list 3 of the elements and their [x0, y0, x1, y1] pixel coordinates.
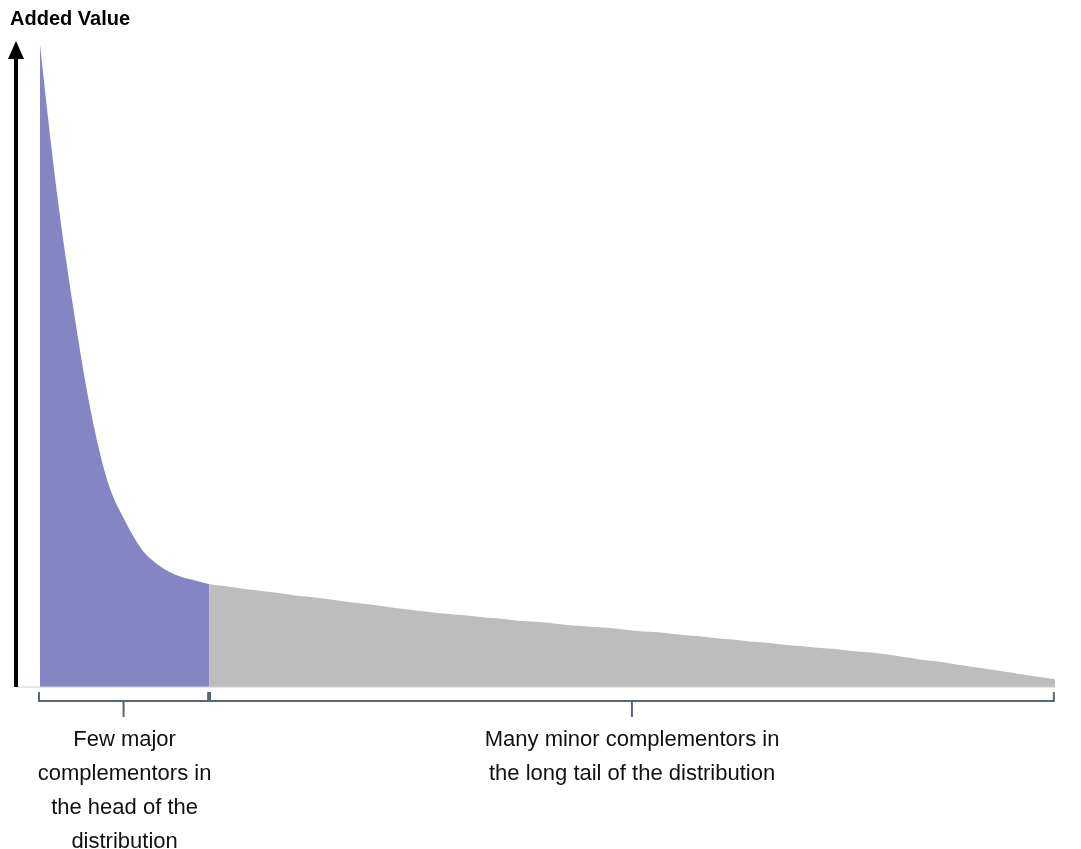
y-axis-title: Added Value	[10, 7, 131, 29]
text: Few major complementors in the head of the distribution	[36, 725, 213, 849]
text: Many minor complementors in the long tail of the distribution	[483, 725, 781, 787]
